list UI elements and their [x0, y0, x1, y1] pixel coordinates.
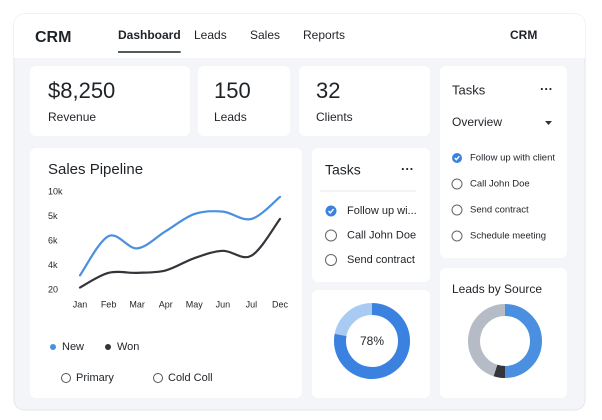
radio-label: Primary	[76, 372, 114, 384]
task-label: Call John Doe	[470, 179, 530, 190]
y-tick-label: 6k	[48, 235, 58, 245]
donut-label: 78%	[360, 334, 384, 348]
dropdown-caret	[545, 121, 552, 125]
menu-button[interactable]: ···	[540, 81, 553, 96]
stat-value: 32	[316, 78, 340, 103]
x-tick-label: May	[186, 299, 204, 309]
task-label: Call John Doe	[347, 229, 416, 241]
stat-label: Revenue	[48, 110, 96, 124]
task-label: Follow up wi...	[347, 205, 417, 217]
x-tick-label: Dec	[272, 299, 289, 309]
donut-segment	[493, 364, 506, 378]
x-tick-label: Mar	[129, 299, 145, 309]
dropdown[interactable]: Overview	[452, 115, 502, 129]
y-tick-label: 4k	[48, 260, 58, 270]
line-series	[78, 195, 282, 277]
x-tick-label: Feb	[101, 299, 117, 309]
nav-link[interactable]: Leads	[194, 28, 227, 42]
task-label: Follow up with client	[470, 153, 555, 164]
stat-label: Clients	[316, 110, 353, 124]
stat-value: 150	[214, 78, 251, 103]
header-right[interactable]: CRM	[510, 28, 537, 42]
donut-segment	[468, 304, 506, 377]
y-tick-label: 10k	[48, 186, 63, 196]
checkbox[interactable]	[325, 254, 337, 266]
x-tick-label: Jun	[216, 299, 231, 309]
checkbox[interactable]	[451, 230, 463, 242]
donut-segment	[504, 304, 542, 378]
nav-link[interactable]: Reports	[303, 28, 345, 42]
checkbox-checked[interactable]	[325, 205, 337, 217]
legend-label: New	[62, 341, 84, 353]
x-tick-label: Jan	[73, 299, 88, 309]
logo: CRM	[35, 29, 71, 46]
nav-link[interactable]: Sales	[250, 28, 280, 42]
legend-swatch	[105, 344, 111, 350]
task-label: Send contract	[470, 205, 529, 216]
stat-card	[30, 66, 190, 136]
stat-card	[299, 66, 430, 136]
checkbox[interactable]	[325, 229, 337, 242]
stat-label: Leads	[214, 110, 247, 124]
check-icon	[328, 208, 335, 214]
x-tick-label: Jul	[246, 299, 258, 309]
stat-card	[198, 66, 290, 136]
task-label: Schedule meeting	[470, 231, 546, 242]
side-tasks-card	[440, 66, 567, 258]
radio-label: Cold Coll	[168, 372, 213, 384]
radio[interactable]	[61, 373, 71, 383]
source-card	[440, 268, 567, 398]
check-icon	[454, 155, 460, 161]
card-title: Leads by Source	[452, 282, 542, 296]
header-bar	[14, 14, 585, 58]
card-title: Tasks	[325, 162, 361, 178]
line-series	[78, 217, 282, 289]
legend-label: Won	[117, 341, 139, 353]
tasks-card	[312, 148, 430, 282]
card-title: Tasks	[452, 82, 486, 97]
y-tick-label: 20	[48, 284, 58, 294]
legend-swatch	[50, 344, 56, 350]
x-tick-label: Apr	[159, 299, 173, 309]
nav-link[interactable]: Dashboard	[118, 28, 181, 42]
radio[interactable]	[153, 373, 163, 383]
y-tick-label: 5k	[48, 211, 58, 221]
chart-title: Sales Pipeline	[48, 161, 143, 178]
menu-button[interactable]: ···	[401, 161, 414, 176]
checkbox[interactable]	[451, 204, 463, 216]
stat-value: $8,250	[48, 78, 115, 103]
donut-segment	[334, 303, 410, 379]
checkbox[interactable]	[451, 178, 463, 190]
pipeline-card	[30, 148, 302, 398]
task-label: Send contract	[347, 254, 415, 266]
